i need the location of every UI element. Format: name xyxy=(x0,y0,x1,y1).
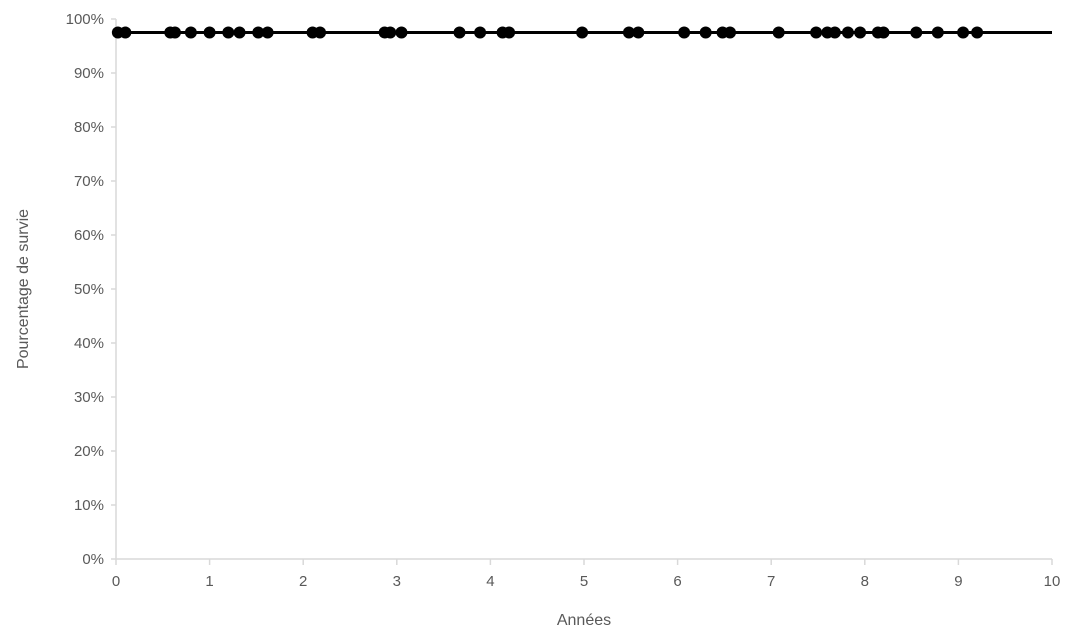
censored-point xyxy=(261,26,274,39)
y-tick-label: 20% xyxy=(74,443,104,460)
x-tick-label: 7 xyxy=(767,573,775,590)
censored-point xyxy=(910,26,923,39)
censored-point xyxy=(971,26,984,39)
x-axis-title: Années xyxy=(557,612,611,629)
y-tick-label: 70% xyxy=(74,173,104,190)
censored-point xyxy=(622,26,635,39)
censored-point xyxy=(576,26,589,39)
x-tick-label: 1 xyxy=(205,573,213,590)
x-tick-label: 2 xyxy=(299,573,307,590)
x-tick-label: 8 xyxy=(861,573,869,590)
y-tick-label: 100% xyxy=(66,11,104,28)
y-tick-label: 40% xyxy=(74,335,104,352)
censored-point xyxy=(203,26,216,39)
censored-point xyxy=(841,26,854,39)
x-tick-label: 6 xyxy=(673,573,681,590)
y-tick-label: 50% xyxy=(74,281,104,298)
x-tick-label: 9 xyxy=(954,573,962,590)
x-tick-label: 10 xyxy=(1044,573,1061,590)
y-tick-label: 30% xyxy=(74,389,104,406)
y-tick-label: 0% xyxy=(82,551,104,568)
x-tick-label: 0 xyxy=(112,573,120,590)
x-tick-label: 5 xyxy=(580,573,588,590)
censored-point xyxy=(632,26,645,39)
y-tick-label: 60% xyxy=(74,227,104,244)
y-axis-title: Pourcentage de survie xyxy=(15,209,32,369)
y-tick-label: 10% xyxy=(74,497,104,514)
censored-point xyxy=(724,26,737,39)
censored-point xyxy=(810,26,823,39)
censored-point xyxy=(395,26,408,39)
censored-point xyxy=(474,26,487,39)
censored-point xyxy=(877,26,890,39)
x-tick-label: 3 xyxy=(393,573,401,590)
y-tick-labels: 0% 10% 20% 30% 40% 50% 60% 70% 80% 90% 100% xyxy=(66,11,104,568)
y-tick-label: 90% xyxy=(74,65,104,82)
censored-point xyxy=(168,26,181,39)
censored-point xyxy=(957,26,970,39)
censored-point xyxy=(384,26,397,39)
censored-point xyxy=(772,26,785,39)
censored-point xyxy=(503,26,516,39)
censored-point xyxy=(699,26,712,39)
censored-point xyxy=(854,26,867,39)
y-tick-label: 80% xyxy=(74,119,104,136)
x-tick-labels: 0 1 2 3 4 5 6 7 8 9 10 xyxy=(112,573,1061,590)
censored-point xyxy=(931,26,944,39)
series-layer xyxy=(111,26,1052,39)
x-tick-label: 4 xyxy=(486,573,494,590)
censored-point xyxy=(453,26,466,39)
censored-point xyxy=(252,26,265,39)
censored-point xyxy=(678,26,691,39)
censored-point xyxy=(119,26,132,39)
censored-point xyxy=(222,26,235,39)
censored-point xyxy=(314,26,327,39)
censored-point xyxy=(828,26,841,39)
axes-layer xyxy=(111,18,1053,565)
censored-point xyxy=(233,26,246,39)
censored-point xyxy=(184,26,197,39)
